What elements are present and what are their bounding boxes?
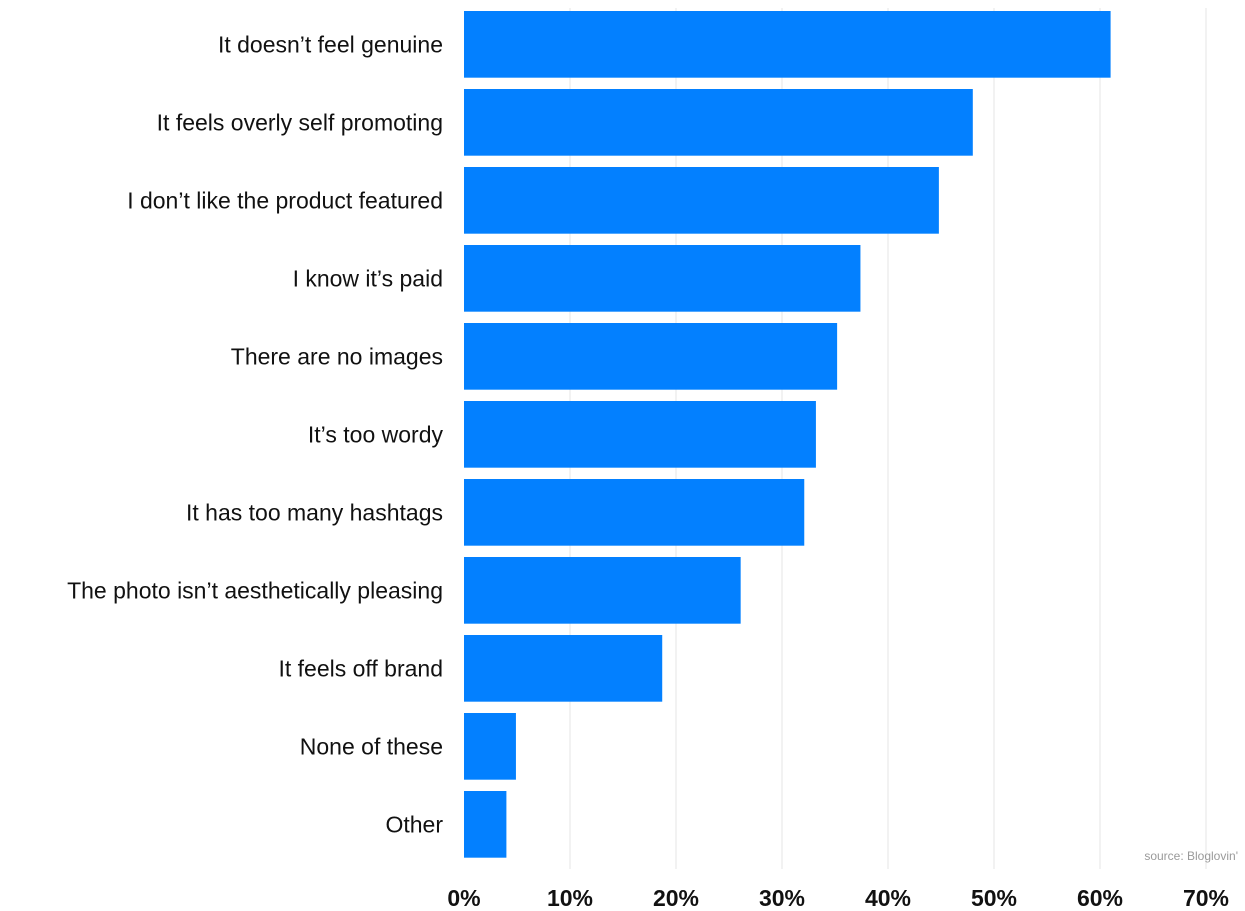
category-label: I know it’s paid bbox=[293, 265, 443, 291]
category-label: There are no images bbox=[231, 343, 443, 369]
category-label: It has too many hashtags bbox=[186, 499, 443, 525]
x-axis-tick-labels: 0% 10% 20% 30% 40% 50% 60% 70% bbox=[447, 885, 1229, 911]
bar bbox=[464, 791, 507, 858]
x-tick-label: 60% bbox=[1077, 885, 1123, 911]
category-label: The photo isn’t aesthetically pleasing bbox=[67, 577, 443, 603]
category-label: It’s too wordy bbox=[308, 421, 444, 447]
bar bbox=[464, 713, 516, 780]
x-tick-label: 20% bbox=[653, 885, 699, 911]
bar bbox=[464, 479, 805, 546]
category-label: It feels overly self promoting bbox=[157, 109, 443, 135]
x-tick-label: 40% bbox=[865, 885, 911, 911]
category-label: It feels off brand bbox=[278, 655, 443, 681]
bar bbox=[464, 557, 741, 624]
bars bbox=[464, 11, 1111, 858]
bar bbox=[464, 167, 939, 234]
bar bbox=[464, 89, 973, 156]
category-label: It doesn’t feel genuine bbox=[218, 31, 443, 57]
bar bbox=[464, 11, 1111, 78]
bar bbox=[464, 635, 663, 702]
bar bbox=[464, 245, 861, 312]
category-label: I don’t like the product featured bbox=[127, 187, 443, 213]
bar bbox=[464, 401, 816, 468]
x-tick-label: 50% bbox=[971, 885, 1017, 911]
category-label: Other bbox=[385, 811, 443, 837]
bar bbox=[464, 323, 838, 390]
x-tick-label: 30% bbox=[759, 885, 805, 911]
category-labels: It doesn’t feel genuine It feels overly s… bbox=[67, 31, 443, 837]
x-tick-label: 10% bbox=[547, 885, 593, 911]
x-tick-label: 0% bbox=[447, 885, 480, 911]
source-note: source: Bloglovin' bbox=[1144, 849, 1238, 863]
x-tick-label: 70% bbox=[1183, 885, 1229, 911]
category-label: None of these bbox=[300, 733, 443, 759]
